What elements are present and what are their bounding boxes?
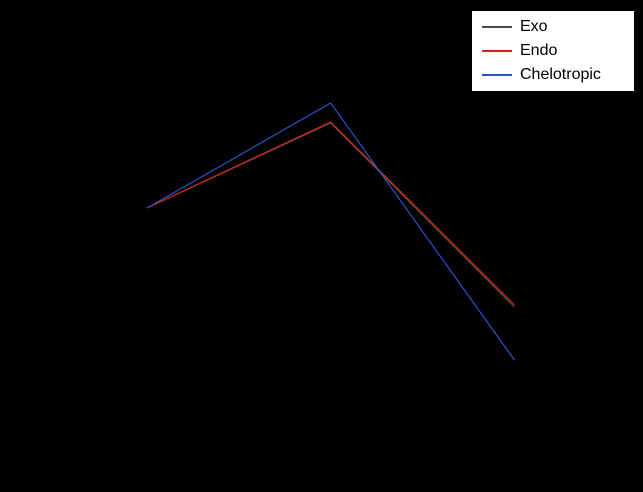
series-line-exo (146, 122, 515, 308)
series-line-endo (146, 121, 515, 306)
exo-line-swatch (482, 26, 512, 28)
legend-item-chelotropic: Chelotropic (482, 63, 622, 87)
legend-label-chelotropic: Chelotropic (520, 66, 601, 83)
legend: Exo Endo Chelotropic (471, 10, 635, 92)
legend-label-endo: Endo (520, 42, 558, 59)
legend-item-exo: Exo (482, 15, 622, 39)
legend-item-endo: Endo (482, 39, 622, 63)
legend-label-exo: Exo (520, 18, 548, 35)
endo-line-swatch (482, 50, 512, 52)
chelotropic-line-swatch (482, 74, 512, 76)
series-line-chelotropic (146, 102, 515, 361)
